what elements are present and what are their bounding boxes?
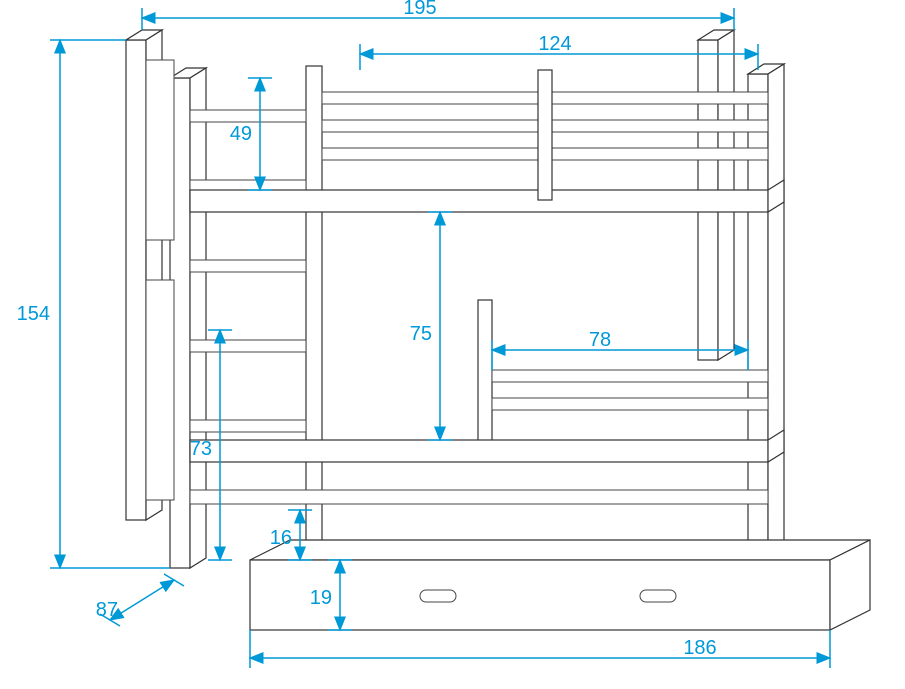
dim-deck-gap-value: 75: [410, 323, 432, 345]
dim-drawer-height-value: 19: [310, 587, 332, 609]
dim-depth-value: 87: [96, 599, 118, 621]
dim-drawer-length-value: 186: [683, 637, 716, 659]
dim-depth: 87: [96, 574, 184, 626]
dim-upper-span-value: 124: [538, 33, 571, 55]
trundle-drawer: [250, 540, 870, 630]
dim-total-height-value: 154: [17, 303, 50, 325]
dim-upper-rail-height-value: 49: [230, 123, 252, 145]
dim-drawer-offset-value: 16: [270, 527, 292, 549]
dim-drawer-length: 186: [250, 630, 830, 668]
dim-lower-height-value: 73: [190, 438, 212, 460]
dim-lower-span-value: 78: [589, 329, 611, 351]
dim-upper-rail-height: 49: [230, 78, 272, 190]
dim-deck-gap: 75: [410, 212, 452, 440]
bed-structure: [126, 30, 784, 568]
technical-drawing: 195 124 49 154 75 78 73: [0, 0, 905, 689]
dim-total-length: 195: [142, 0, 734, 30]
dim-total-length-value: 195: [403, 0, 436, 19]
